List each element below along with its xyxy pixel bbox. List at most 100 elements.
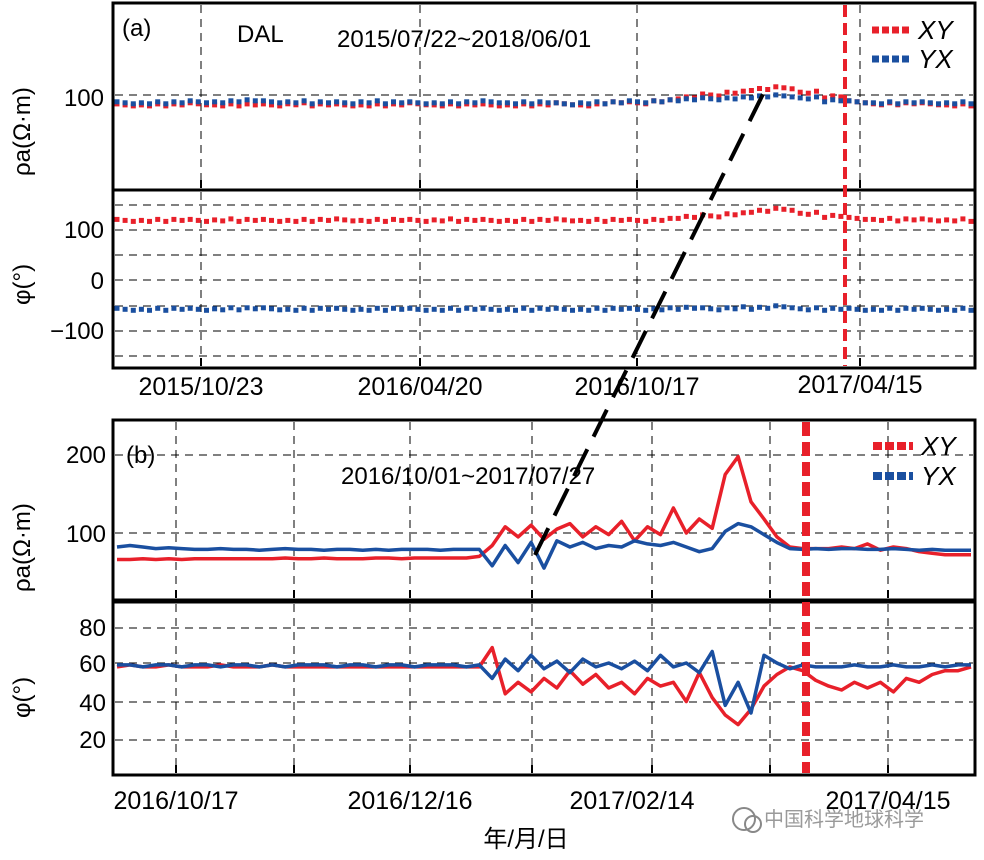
point-XY-27-2 [789,86,795,92]
point-YX-8-2 [326,100,331,106]
point-YX-23-0 [675,306,681,312]
point-YX-26-1 [757,93,762,99]
point-YX-6-1 [269,306,274,312]
point-YX-22-2 [667,97,673,103]
point-XY-5-1 [244,216,250,222]
point-YX-6-1 [269,99,274,105]
panel-b-xtick-0: 2016/10/17 [113,787,238,815]
point-XY-30-0 [846,214,852,220]
point-YX-1-1 [147,307,152,313]
point-YX-18-2 [570,307,575,313]
point-YX-32-1 [903,99,909,105]
point-YX-3-0 [187,98,193,104]
point-YX-34-0 [944,306,950,312]
point-XY-24-1 [708,92,714,98]
point-YX-35-0 [968,101,974,107]
point-YX-31-0 [870,306,876,312]
panel-0-series-YX [114,92,974,108]
point-XY-32-0 [895,218,901,224]
point-XY-33-0 [919,216,925,222]
point-XY-21-0 [626,216,632,222]
point-YX-24-0 [700,95,706,101]
point-XY-9-1 [342,217,348,223]
point-XY-12-2 [423,218,429,224]
point-XY-7-2 [301,216,307,222]
point-YX-31-2 [887,305,893,311]
data-layer [114,84,974,727]
point-XY-5-0 [236,218,242,224]
point-YX-11-1 [391,99,396,105]
panel-2-series-YX [116,521,971,570]
point-YX-5-0 [236,307,242,313]
point-YX-27-2 [789,94,795,100]
point-XY-0-2 [130,218,136,224]
point-YX-3-1 [195,99,201,105]
point-YX-5-0 [236,99,242,105]
point-YX-2-2 [179,100,185,106]
point-YX-3-2 [204,100,209,106]
point-XY-15-1 [488,217,494,223]
point-YX-13-0 [431,100,437,106]
point-XY-11-1 [391,216,396,222]
panel-a-phase-plot-frame [111,188,977,370]
panel-a-phase-ylabel: φ(°) [9,264,36,305]
point-XY-25-0 [724,89,730,95]
point-YX-23-2 [692,305,697,311]
point-XY-34-0 [944,217,950,223]
panel-b-phase-ytick-60: 60 [79,651,106,678]
point-YX-25-2 [740,304,746,310]
panel-b-label: (b) [126,442,155,469]
point-YX-5-1 [244,305,250,311]
point-YX-2-1 [171,305,177,311]
point-YX-14-2 [472,100,478,106]
point-YX-4-2 [228,305,234,311]
point-XY-26-0 [748,88,754,93]
point-YX-21-2 [643,307,649,313]
point-XY-4-2 [228,101,234,107]
point-YX-17-0 [529,307,535,313]
point-YX-22-2 [667,305,673,311]
point-XY-11-0 [382,218,388,224]
point-YX-21-1 [635,99,640,105]
point-YX-6-0 [260,98,266,104]
point-YX-3-2 [204,307,209,313]
point-YX-29-2 [838,306,844,312]
point-YX-14-1 [464,99,470,105]
point-YX-3-1 [195,306,201,312]
point-XY-31-0 [870,216,876,222]
point-YX-22-0 [651,306,657,312]
point-YX-29-1 [830,97,836,103]
point-XY-16-0 [504,217,510,223]
point-YX-20-0 [602,307,608,313]
point-XY-5-0 [236,103,242,109]
point-YX-0-0 [114,99,120,105]
point-YX-16-1 [513,307,518,313]
panel-3-series-YX [117,649,971,715]
point-YX-12-2 [423,101,429,107]
point-XY-1-2 [155,216,161,222]
point-YX-26-1 [757,304,762,310]
point-YX-19-0 [578,306,584,312]
point-XY-26-2 [765,208,771,214]
point-YX-0-2 [130,307,136,313]
point-YX-15-1 [488,306,494,312]
panel-a-phase-ytick-minus100: −100 [50,318,104,345]
point-YX-19-0 [578,100,584,106]
point-YX-18-0 [553,100,559,106]
point-YX-23-1 [683,96,689,102]
point-YX-0-0 [114,305,120,311]
point-XY-5-2 [252,217,258,223]
point-XY-25-2 [740,88,746,94]
line-XY [116,645,972,727]
point-XY-2-1 [171,216,177,222]
point-YX-34-0 [944,100,950,106]
point-YX-23-2 [692,97,697,103]
point-YX-9-0 [334,99,340,105]
point-YX-17-2 [545,100,551,106]
point-YX-7-2 [301,305,307,311]
point-XY-0-1 [122,217,128,223]
point-YX-15-1 [488,99,494,105]
point-XY-18-1 [561,217,567,223]
panel-a-phase-ytick-0: 0 [91,268,104,295]
point-XY-10-2 [374,101,380,107]
